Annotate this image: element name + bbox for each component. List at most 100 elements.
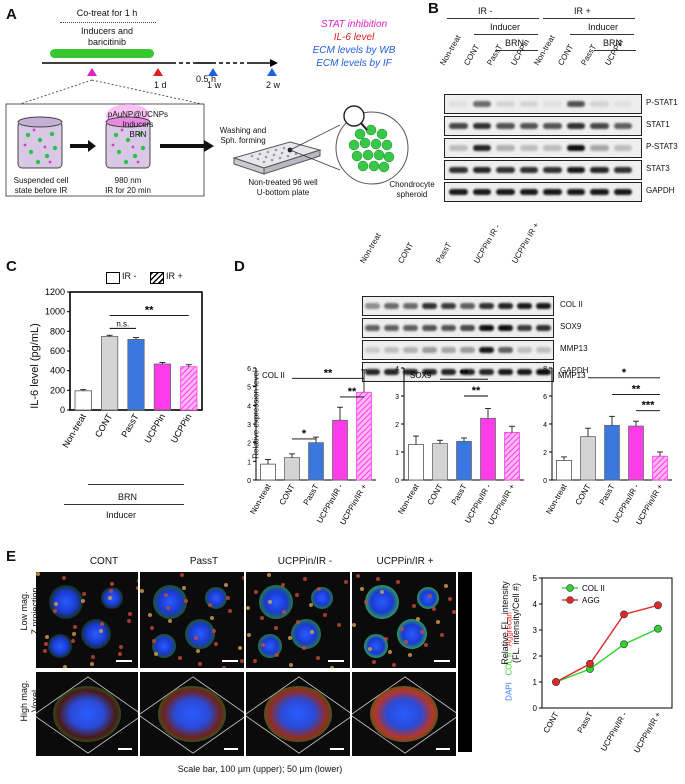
cell-dot <box>228 609 232 613</box>
series-point <box>654 624 662 633</box>
blot-b-band <box>590 189 609 195</box>
bar-4 <box>356 391 372 481</box>
particles-line-2: Inducers <box>122 120 154 129</box>
cell-dot <box>352 623 356 627</box>
blot-b-band <box>566 145 585 151</box>
cell-dot <box>400 627 404 631</box>
blot-d-band <box>498 303 513 309</box>
blot-b-row-2 <box>444 138 642 158</box>
cell-dot <box>214 642 218 646</box>
blot-b-label-0: P-STAT1 <box>646 98 678 107</box>
cell-dot <box>254 590 258 594</box>
blot-d-band <box>517 347 532 353</box>
blot-d-band <box>479 369 494 375</box>
blot-b-row-4 <box>444 182 642 202</box>
blot-d-band <box>498 347 513 353</box>
blot-b-band <box>519 189 538 195</box>
timepoint-label-2: 1 w <box>207 80 222 90</box>
legend-label: COL II <box>582 584 605 593</box>
stain-dapi: DAPI <box>504 682 514 701</box>
micro-col-2: UCPPin/IR - <box>277 556 333 567</box>
blot-b-band <box>566 167 585 173</box>
sig-label: n.s. <box>116 319 129 328</box>
blot-b-band <box>519 145 538 151</box>
blot-d-band <box>365 347 380 353</box>
micrograph-low-1 <box>140 572 244 668</box>
x-tick-label: CONT <box>93 412 115 440</box>
cell-dot <box>91 655 95 659</box>
cell-dot <box>288 636 292 640</box>
blot-b-band <box>496 167 515 173</box>
blot-d-lane-3: UCPPin IR - <box>472 222 502 265</box>
blot-b-band <box>496 189 515 195</box>
cell-dot <box>242 576 244 580</box>
blot-d-band <box>365 369 380 375</box>
cell-dot <box>247 633 251 637</box>
cell-dot <box>54 602 58 606</box>
legend-swatch-plus <box>150 272 164 284</box>
micrograph-low-2 <box>246 572 350 668</box>
blot-d-band <box>536 325 551 331</box>
scale-bar <box>224 748 238 750</box>
blot-b-band <box>449 167 468 173</box>
x-tick-label: Non-treat <box>248 482 273 516</box>
brn-label-plus: BRN <box>603 38 623 48</box>
timepoint-marker-1 <box>153 68 163 76</box>
spheroid-blob <box>81 619 111 649</box>
cell-dot <box>128 612 132 616</box>
cell-dot <box>45 635 49 639</box>
legend-marker <box>566 584 574 592</box>
cell-dot <box>296 620 300 624</box>
blot-d-band <box>441 303 456 309</box>
spheroid-blob <box>101 587 123 609</box>
cell-dot <box>309 603 313 607</box>
y-tick-label: 0 <box>543 478 547 485</box>
cell-dot <box>222 666 226 668</box>
chart-title: SOX9 <box>410 371 432 380</box>
inducers-label-1: Inducers and <box>80 26 134 36</box>
spheroid-blob <box>153 585 187 619</box>
brn-label-minus: BRN <box>505 38 525 48</box>
cell-dot <box>302 646 306 650</box>
ir-minus-line <box>447 18 539 19</box>
blot-d-band <box>422 347 437 353</box>
y-tick-label: 2 <box>543 450 547 457</box>
blot-d-band <box>479 347 494 353</box>
cell-dot <box>428 594 432 598</box>
cell-dot <box>420 630 424 634</box>
micrograph-low-3 <box>352 572 456 668</box>
blot-b-band <box>519 167 538 173</box>
panel-a-letter: A <box>6 6 17 23</box>
cell-dot <box>380 590 384 594</box>
blot-d-band <box>536 347 551 353</box>
readout-1: IL-6 level <box>333 32 375 43</box>
panel-b-letter: B <box>428 0 439 17</box>
blot-d-row-0 <box>362 296 554 316</box>
sig-label: ** <box>472 385 481 397</box>
x-tick-label: PassT <box>119 412 141 440</box>
blot-d-band <box>460 325 475 331</box>
blot-b-band <box>590 123 609 129</box>
series-line-0 <box>555 628 659 683</box>
blot-d-band <box>384 303 399 309</box>
y-tick-label: 2 <box>395 422 399 429</box>
cell-dot <box>198 662 202 666</box>
blot-d-band <box>517 325 532 331</box>
vial1-line-1: Suspended cell <box>13 176 69 185</box>
blot-d-label-0: COL II <box>560 300 583 309</box>
blot-b-band <box>496 101 515 107</box>
cell-dot <box>212 629 216 633</box>
cell-dot <box>73 625 77 629</box>
washing-label: Washing and Sph. forming <box>208 126 278 146</box>
cell-dot <box>261 643 265 647</box>
blot-d-row-1 <box>362 318 554 338</box>
spheroid-blob <box>259 585 293 619</box>
brn-line-minus <box>496 50 538 51</box>
series-point <box>620 640 628 649</box>
blot-d-band <box>441 369 456 375</box>
y-tick-label: 1 <box>395 450 399 457</box>
spheroid-blob <box>397 619 427 649</box>
cell-dot <box>268 600 272 604</box>
blot-b-band <box>543 145 562 151</box>
cell-dot <box>168 619 172 623</box>
